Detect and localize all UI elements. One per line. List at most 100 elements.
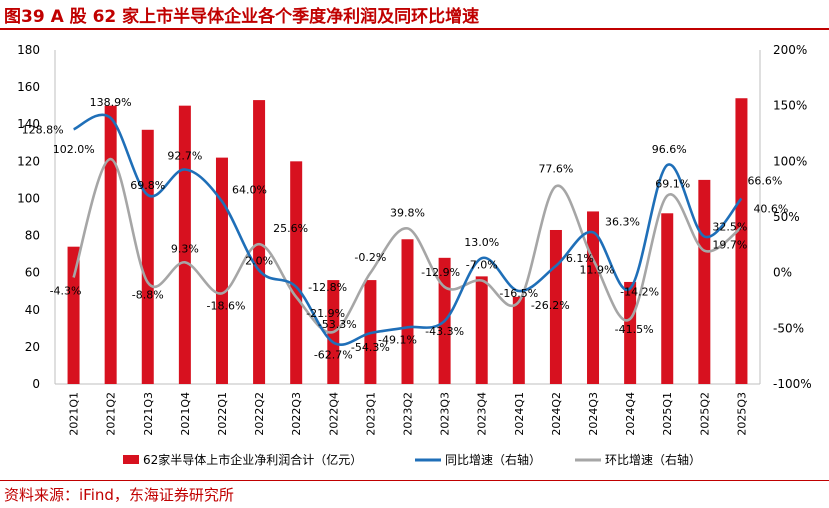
qoq-data-label: -7.0% [466,258,498,271]
x-tick-label: 2024Q1 [513,392,526,436]
bar [735,98,748,384]
qoq-data-label: -21.9% [306,307,345,320]
qoq-data-label: 77.6% [538,162,573,175]
qoq-data-label: 19.7% [712,239,747,252]
y-left-tick-label: 60 [25,266,40,280]
line-series [72,113,743,346]
yoy-data-label: 66.6% [747,175,782,188]
yoy-data-label: 2.0% [245,254,273,267]
chart: 0 20 40 60 80 100 120 140 160 180 -100% -50% 0% 50% 10… [17,43,812,467]
bar [290,161,303,384]
y-left-tick-label: 160 [17,80,40,94]
bar [141,129,154,384]
x-tick-label: 2021Q2 [105,392,118,436]
legend: 62家半导体上市企业净利润合计（亿元） 同比增速（右轴） 环比增速（右轴） [123,452,701,467]
bar [624,281,637,384]
y-left-tick-label: 0 [32,377,40,391]
qoq-data-label: -4.3% [50,284,82,297]
bar-series [67,98,748,385]
qoq-data-label: 39.8% [390,206,425,219]
qoq-data-label: -12.9% [421,266,460,279]
qoq-data-label: -53.3% [318,318,357,331]
yoy-data-label: 128.8% [22,123,64,136]
yoy-data-label: 69.8% [130,179,165,192]
y-right-tick-label: 0% [773,266,792,280]
y-left-tick-label: 40 [25,303,40,317]
yoy-data-label: 6.1% [566,252,594,265]
x-tick-label: 2024Q4 [624,392,637,436]
legend-qoq-label: 环比增速（右轴） [605,452,701,467]
bar [215,157,228,384]
yoy-data-label: 92.7% [167,149,202,162]
qoq-line [72,157,743,334]
qoq-data-label: 69.1% [655,178,690,191]
bar [401,239,414,384]
legend-bar-swatch [123,455,139,464]
y-right-tick-label: 100% [773,154,807,168]
yoy-data-label: -49.1% [378,333,417,346]
qoq-data-label: 9.3% [171,242,199,255]
x-tick-label: 2023Q4 [476,392,489,436]
bar [178,105,191,385]
x-tick-label: 2022Q2 [253,392,266,436]
x-tick-label: 2023Q2 [402,392,415,436]
x-tick-label: 2025Q2 [698,392,711,436]
qoq-data-label: 102.0% [53,143,95,156]
legend-bar-label: 62家半导体上市企业净利润合计（亿元） [143,452,362,467]
x-tick-label: 2021Q3 [142,392,155,436]
yoy-data-label: -54.3% [351,341,390,354]
x-tick-label: 2021Q4 [179,392,192,436]
x-tick-label: 2022Q4 [327,392,340,436]
bar [661,213,674,384]
bar [475,276,488,384]
y-right-tick-label: 200% [773,43,807,57]
yoy-data-label: -62.7% [314,348,353,361]
y-right-tick-label: 150% [773,99,807,113]
y-right-tick-label: 50% [773,210,800,224]
qoq-data-label: 40.6% [753,202,788,215]
bar [253,100,266,384]
data-labels: 128.8% 138.9% 69.8% 92.7% 64.0% 2.0% -12.8% -62… [22,96,789,361]
bar [698,179,711,384]
yoy-data-label: 32.5% [712,220,747,233]
y-left-tick-label: 100 [17,191,40,205]
bar [104,105,117,385]
yoy-line [73,113,743,346]
bar [512,296,525,384]
yoy-data-label: 96.6% [652,143,687,156]
yoy-data-label: -14.2% [620,285,659,298]
y-left-tick-label: 80 [25,229,40,243]
axes: 0 20 40 60 80 100 120 140 160 180 -100% -50% 0% 50% 10… [17,43,812,436]
y-left-tick-label: 180 [17,43,40,57]
yoy-data-label: 13.0% [464,236,499,249]
qoq-data-label: 25.6% [273,222,308,235]
x-tick-label: 2022Q1 [216,392,229,436]
qoq-data-label: -18.6% [207,299,246,312]
qoq-data-label: -41.5% [615,323,654,336]
y-left-tick-label: 140 [17,117,40,131]
source-divider [0,480,829,481]
yoy-data-label: -16.5% [499,287,538,300]
qoq-data-label: -8.8% [132,288,164,301]
qoq-data-label: -0.2% [354,251,386,264]
bar [67,246,80,384]
x-tick-label: 2025Q1 [661,392,674,436]
yoy-data-label: 138.9% [90,96,132,109]
legend-yoy-label: 同比增速（右轴） [445,452,541,467]
qoq-data-label: 11.9% [580,263,615,276]
yoy-data-label: -43.3% [425,325,464,338]
x-tick-label: 2021Q1 [68,392,81,436]
x-tick-label: 2025Q3 [735,392,748,436]
x-tick-label: 2024Q3 [587,392,600,436]
title-divider [0,28,829,30]
x-tick-label: 2023Q1 [364,392,377,436]
y-left-tick-label: 20 [25,340,40,354]
qoq-data-label: -26.2% [531,299,570,312]
source-note: 资料来源：iFind，东海证券研究所 [4,486,234,504]
yoy-data-label: 64.0% [232,183,267,196]
chart-title: 图39 A 股 62 家上市半导体企业各个季度净利润及同环比增速 [4,7,480,27]
x-tick-label: 2024Q2 [550,392,563,436]
y-right-tick-label: -50% [773,321,804,335]
x-tick-label: 2022Q3 [290,392,303,436]
yoy-data-label: -12.8% [308,281,347,294]
